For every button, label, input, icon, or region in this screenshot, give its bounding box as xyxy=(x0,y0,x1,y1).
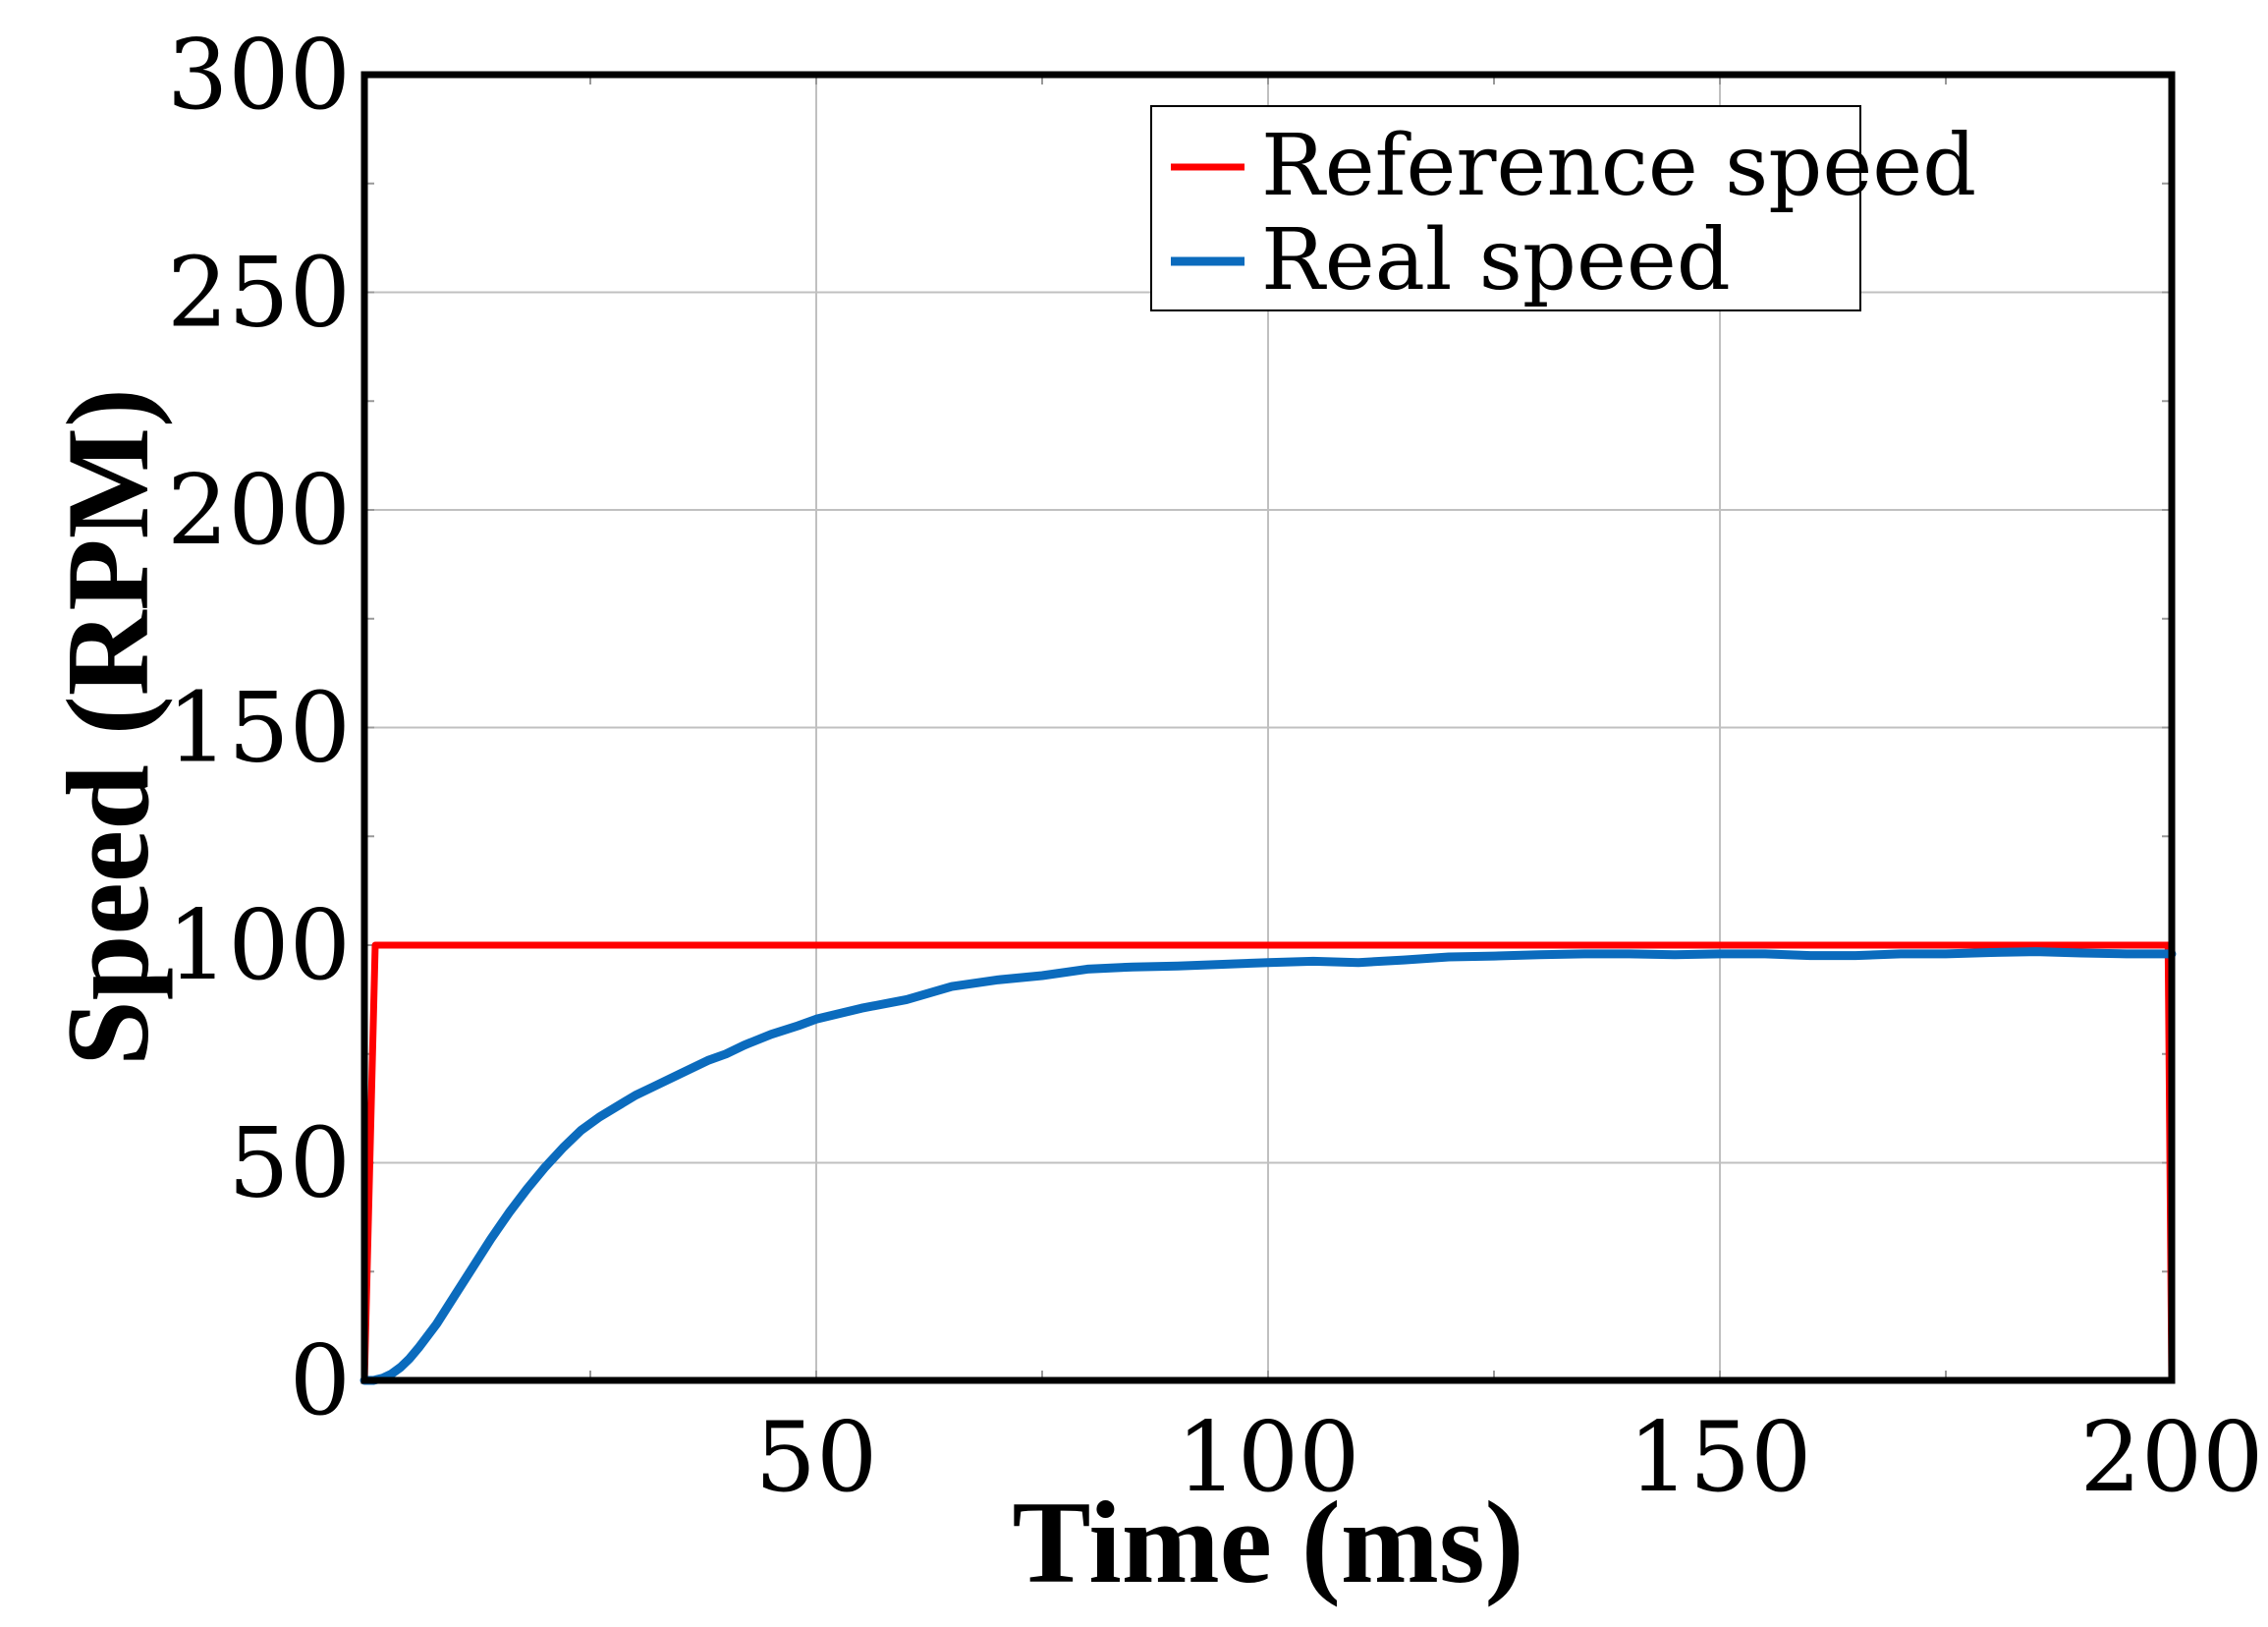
x-tick-label: 100 xyxy=(1176,1402,1359,1514)
x-tick-label: 50 xyxy=(755,1402,878,1514)
y-tick-label: 50 xyxy=(228,1108,351,1220)
x-axis-title: Time (ms) xyxy=(1012,1477,1523,1607)
series-line-real-speed xyxy=(360,947,2177,1385)
legend-box xyxy=(1150,105,1861,311)
legend-label: Reference speed xyxy=(1261,117,1976,215)
x-tick-label: 150 xyxy=(1628,1402,1811,1514)
tick-labels: 50 100 150 200 0 50 100 150 200 250 300 xyxy=(167,20,2264,1514)
y-tick-label: 200 xyxy=(167,455,351,567)
y-tick-label: 100 xyxy=(167,890,351,1002)
y-axis-title: Speed (RPM) xyxy=(42,388,173,1066)
legend-label: Real speed xyxy=(1261,211,1731,309)
y-tick-label: 0 xyxy=(290,1325,351,1437)
x-tick-label: 200 xyxy=(2079,1402,2263,1514)
y-tick-label: 250 xyxy=(167,238,351,350)
plot-frame xyxy=(360,71,2176,1384)
y-tick-label: 150 xyxy=(167,673,351,785)
minor-ticks xyxy=(364,75,2172,1380)
y-tick-label: 300 xyxy=(167,20,351,132)
